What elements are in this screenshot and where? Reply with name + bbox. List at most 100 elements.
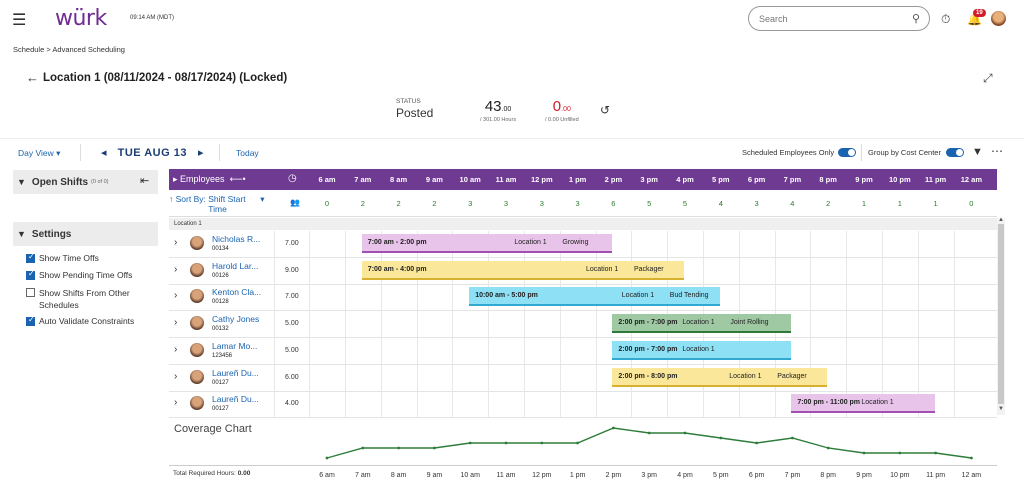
hour-gridline <box>452 391 454 418</box>
chevron-right-icon[interactable]: › <box>174 290 178 302</box>
avatar <box>190 396 204 411</box>
setting-auto-validate[interactable]: Auto Validate Constraints <box>26 315 156 326</box>
search-icon[interactable]: ⚲ <box>911 13 920 25</box>
hour-gridline <box>344 364 346 391</box>
axis-tick-label: 9 pm <box>856 472 872 479</box>
axis-tick-label: 4 pm <box>677 472 693 479</box>
employee-name[interactable]: Laureñ Du... <box>212 367 259 378</box>
employee-name[interactable]: Lamar Mo... <box>212 340 258 351</box>
coverage-point <box>612 426 615 430</box>
checkbox[interactable] <box>26 252 35 263</box>
sort-by-control[interactable]: ↑ Sort By: Shift Start Time ▾ <box>169 194 265 214</box>
sort-arrow-icon: ↑ <box>169 194 174 204</box>
employee-name[interactable]: Laureñ Du... <box>212 394 259 405</box>
logo[interactable]: würk <box>55 6 107 31</box>
shift-block[interactable]: 2:00 pm - 8:00 pm Location 1 Packager <box>612 367 828 387</box>
more-options-icon[interactable]: ⋯ <box>991 144 1003 158</box>
shift-location: Location 1 <box>621 292 655 300</box>
employee-name[interactable]: Kenton Cla... <box>212 287 262 298</box>
hour-count: 5 <box>647 199 652 208</box>
hour-gridline <box>702 231 704 257</box>
hour-gridline <box>380 391 382 418</box>
hour-gridline <box>953 284 955 311</box>
setting-show-other-schedules[interactable]: Show Shifts From Other Schedules <box>26 287 156 311</box>
chevron-right-icon[interactable]: › <box>174 343 178 355</box>
user-avatar[interactable] <box>991 11 1006 26</box>
setting-show-pending-time-offs[interactable]: Show Pending Time Offs <box>26 269 156 280</box>
divider <box>274 391 275 418</box>
menu-icon[interactable]: ☰ <box>12 12 27 29</box>
hour-count: 2 <box>826 199 831 208</box>
axis-tick-label: 7 pm <box>784 472 801 479</box>
axis-tick-label: 6 pm <box>748 472 765 479</box>
scroll-thumb[interactable] <box>998 224 1004 404</box>
checkbox[interactable] <box>26 315 35 326</box>
chevron-right-icon[interactable]: › <box>174 263 178 275</box>
chevron-right-icon[interactable]: › <box>174 370 178 382</box>
prev-day-icon[interactable]: ◂ <box>101 147 107 159</box>
expand-icon[interactable]: ⤢ <box>983 71 993 85</box>
collapse-panel-icon[interactable]: ⇤ <box>140 175 150 187</box>
checkbox[interactable] <box>26 288 35 297</box>
employee-hours: 5.00 <box>285 320 299 328</box>
hour-gridline <box>309 364 311 391</box>
today-button[interactable]: Today <box>236 148 259 158</box>
setting-label: Show Pending Time Offs <box>39 270 133 280</box>
checkbox[interactable] <box>26 269 35 280</box>
filter-icon[interactable]: ▼ <box>972 146 983 158</box>
shift-block[interactable]: 7:00 am - 2:00 pm Location 1 Growing <box>361 234 613 253</box>
settings-header[interactable]: ▼ Settings <box>13 222 158 246</box>
setting-show-time-offs[interactable]: Show Time Offs <box>26 252 156 263</box>
hour-gridline <box>738 284 740 311</box>
hour-gridline <box>488 364 490 391</box>
breadcrumb[interactable]: Schedule > Advanced Scheduling <box>13 45 125 54</box>
hour-gridline <box>595 391 597 418</box>
clock-alert-icon[interactable]: ⏱ <box>941 12 951 26</box>
hour-gridline <box>738 231 740 257</box>
shift-block[interactable]: 7:00 pm - 11:00 pm Location 1 <box>791 394 935 414</box>
current-date[interactable]: TUE AUG 13 <box>117 147 187 159</box>
employee-name[interactable]: Harold Lar... <box>212 260 259 271</box>
scroll-up-icon[interactable]: ▲ <box>998 217 1004 223</box>
coverage-point <box>898 451 902 455</box>
hour-gridline <box>523 337 525 364</box>
scheduled-only-toggle[interactable] <box>838 148 856 157</box>
employee-name[interactable]: Cathy Jones <box>212 314 260 325</box>
shift-location: Location 1 <box>729 372 762 380</box>
hour-gridline <box>881 284 883 311</box>
coverage-point <box>791 436 794 440</box>
undo-icon[interactable]: ↺ <box>600 103 611 117</box>
group-cost-center-toggle[interactable] <box>946 148 964 157</box>
shift-block[interactable]: 7:00 am - 4:00 pm Location 1 Packager <box>361 260 684 280</box>
clock-icon[interactable]: ◷ <box>288 173 297 184</box>
next-day-icon[interactable]: ▸ <box>198 147 204 159</box>
open-shifts-header[interactable]: ▼ Open Shifts (0 of 0) <box>13 170 158 194</box>
employees-header[interactable]: ▸ Employees ⟵• <box>173 174 246 184</box>
shift-block[interactable]: 2:00 pm - 7:00 pm Location 1 <box>612 340 792 360</box>
divider <box>219 144 220 161</box>
chevron-right-icon[interactable]: › <box>174 237 178 248</box>
day-view-dropdown[interactable]: Day View ▾ <box>18 148 61 158</box>
hour-gridline <box>774 284 776 311</box>
chevron-right-icon[interactable]: › <box>174 397 178 409</box>
shift-block[interactable]: 10:00 am - 5:00 pm Location 1 Bud Tending <box>469 287 720 307</box>
scrollbar[interactable]: ▲ ▼ <box>997 217 1005 415</box>
shift-block[interactable]: 2:00 pm - 7:00 pm Location 1 Joint Rolling <box>612 314 792 334</box>
hour-gridline <box>881 337 883 364</box>
hour-gridline <box>953 391 955 418</box>
employee-id: 00132 <box>212 326 229 333</box>
hour-header: 12 pm <box>530 175 553 184</box>
divider <box>274 257 275 284</box>
employee-name[interactable]: Nicholas R... <box>212 234 261 244</box>
table-row: › Harold Lar... 00126 9.00 7:00 am - 4:00 pm… <box>169 257 997 285</box>
hour-gridline <box>846 231 848 257</box>
back-arrow-icon[interactable]: ← <box>26 70 39 85</box>
hour-gridline <box>309 284 311 311</box>
hour-gridline <box>559 311 561 338</box>
shift-location: Location 1 <box>682 319 715 327</box>
hour-gridline <box>416 364 418 391</box>
scroll-down-icon[interactable]: ▼ <box>998 406 1004 412</box>
hour-gridline <box>774 391 776 418</box>
chevron-right-icon[interactable]: › <box>174 317 178 329</box>
search-input[interactable]: Search ⚲ <box>748 6 930 31</box>
